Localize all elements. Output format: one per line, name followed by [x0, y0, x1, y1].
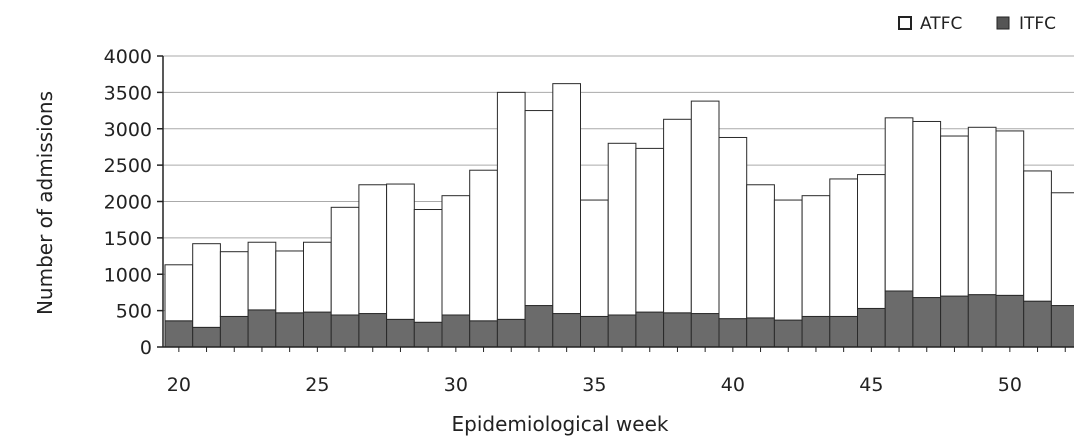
y-tick-label-1000: 1000	[104, 264, 152, 286]
bar-itfc-week-22	[219, 315, 249, 348]
bar-itfc-week-42	[773, 319, 803, 348]
bar-atfc-week-26	[330, 206, 360, 316]
x-tick-label-45: 45	[859, 374, 883, 396]
bar-itfc-week-44	[829, 315, 858, 348]
bar-atfc-week-37	[635, 147, 665, 313]
bar-itfc-week-36	[607, 314, 637, 348]
bar-atfc-week-36	[607, 142, 637, 316]
bar-atfc-week-33	[524, 110, 554, 307]
bar-itfc-week-26	[330, 314, 360, 348]
bar-atfc-week-52	[1050, 192, 1074, 307]
bar-atfc-week-35	[580, 199, 609, 317]
bar-itfc-week-21	[192, 326, 221, 348]
bar-itfc-week-38	[663, 312, 692, 348]
bar-itfc-week-27	[358, 313, 388, 348]
y-tick-label-3000: 3000	[104, 119, 152, 141]
x-tick-labels: 20 25 30 35 40 45 50	[167, 374, 1022, 396]
bar-atfc-week-43	[801, 195, 831, 317]
x-tick-label-25: 25	[305, 374, 329, 396]
x-axis-title: Epidemiological week	[452, 412, 669, 436]
x-tick-label-20: 20	[167, 374, 191, 396]
bar-atfc-week-46	[884, 117, 914, 292]
legend-swatch-atfc	[898, 16, 912, 30]
y-tick-label-2500: 2500	[104, 155, 152, 177]
bar-atfc-week-45	[857, 174, 886, 309]
legend-label-itfc: ITFC	[1019, 14, 1056, 34]
bar-atfc-week-29	[413, 209, 443, 323]
bar-atfc-week-23	[247, 241, 277, 311]
bar-itfc-week-30	[441, 314, 471, 348]
bar-itfc-week-24	[275, 312, 304, 348]
bar-atfc-week-34	[552, 83, 581, 315]
legend-label-atfc: ATFC	[920, 14, 962, 34]
bar-itfc-week-25	[303, 311, 332, 348]
bar-atfc-week-30	[441, 195, 471, 316]
bar-itfc-week-40	[718, 318, 748, 348]
x-tick-label-35: 35	[582, 374, 606, 396]
bar-atfc-week-31	[469, 169, 498, 322]
bar-itfc-week-50	[995, 294, 1025, 348]
bar-atfc-week-41	[746, 184, 775, 319]
axes	[157, 55, 1074, 352]
bar-itfc-week-23	[247, 309, 277, 348]
bar-itfc-week-34	[552, 313, 581, 348]
bar-atfc-week-24	[275, 250, 304, 314]
bar-itfc-week-43	[801, 315, 831, 348]
y-tick-label-0: 0	[140, 337, 152, 359]
bar-itfc-week-33	[524, 305, 554, 348]
legend: ATFC ITFC	[898, 14, 1056, 34]
bar-atfc-week-27	[358, 184, 388, 315]
x-tick-label-40: 40	[721, 374, 745, 396]
x-tick-label-50: 50	[998, 374, 1022, 396]
bar-atfc-week-25	[303, 241, 332, 313]
y-tick-label-3500: 3500	[104, 82, 152, 104]
bar-atfc-week-20	[164, 264, 194, 322]
bar-itfc-week-32	[496, 318, 526, 348]
x-tick-label-30: 30	[444, 374, 468, 396]
bar-itfc-week-52	[1050, 305, 1074, 348]
bar-itfc-week-39	[690, 313, 720, 348]
y-tick-label-4000: 4000	[104, 46, 152, 68]
y-tick-label-500: 500	[116, 301, 152, 323]
bar-itfc-week-37	[635, 311, 665, 348]
y-tick-label-1500: 1500	[104, 228, 152, 250]
bar-atfc-week-39	[690, 100, 720, 315]
bar-itfc-week-45	[857, 307, 886, 348]
bar-itfc-week-31	[469, 320, 498, 348]
bar-atfc-week-47	[912, 120, 942, 299]
bar-atfc-week-22	[219, 251, 249, 317]
bar-atfc-week-21	[192, 243, 221, 328]
bar-atfc-week-51	[1023, 170, 1052, 302]
bar-itfc-week-49	[967, 294, 997, 348]
bar-itfc-week-20	[164, 320, 194, 348]
y-tick-labels: 0 500 1000 1500 2000 2500 3000 3500 4000	[104, 46, 152, 359]
bar-atfc-week-38	[663, 118, 692, 314]
bar-atfc-week-48	[940, 135, 969, 297]
bar-atfc-week-40	[718, 136, 748, 320]
bar-atfc-week-50	[995, 130, 1025, 296]
bar-atfc-week-32	[496, 91, 526, 320]
bar-atfc-week-44	[829, 178, 858, 317]
bar-itfc-week-35	[580, 315, 609, 348]
y-tick-label-2000: 2000	[104, 192, 152, 214]
bar-itfc-week-28	[386, 318, 415, 348]
bar-itfc-week-46	[884, 290, 914, 348]
bar-atfc-week-28	[386, 183, 415, 320]
bar-atfc-week-49	[967, 126, 997, 296]
bar-itfc-week-29	[413, 321, 443, 348]
bar-itfc-week-41	[746, 317, 775, 348]
bar-itfc-week-48	[940, 295, 969, 348]
bars	[164, 83, 1074, 348]
y-axis-title: Number of admissions	[33, 91, 57, 315]
legend-swatch-itfc	[996, 16, 1010, 30]
bar-atfc-week-42	[773, 199, 803, 321]
bar-itfc-week-51	[1023, 300, 1052, 348]
bar-itfc-week-47	[912, 297, 942, 348]
